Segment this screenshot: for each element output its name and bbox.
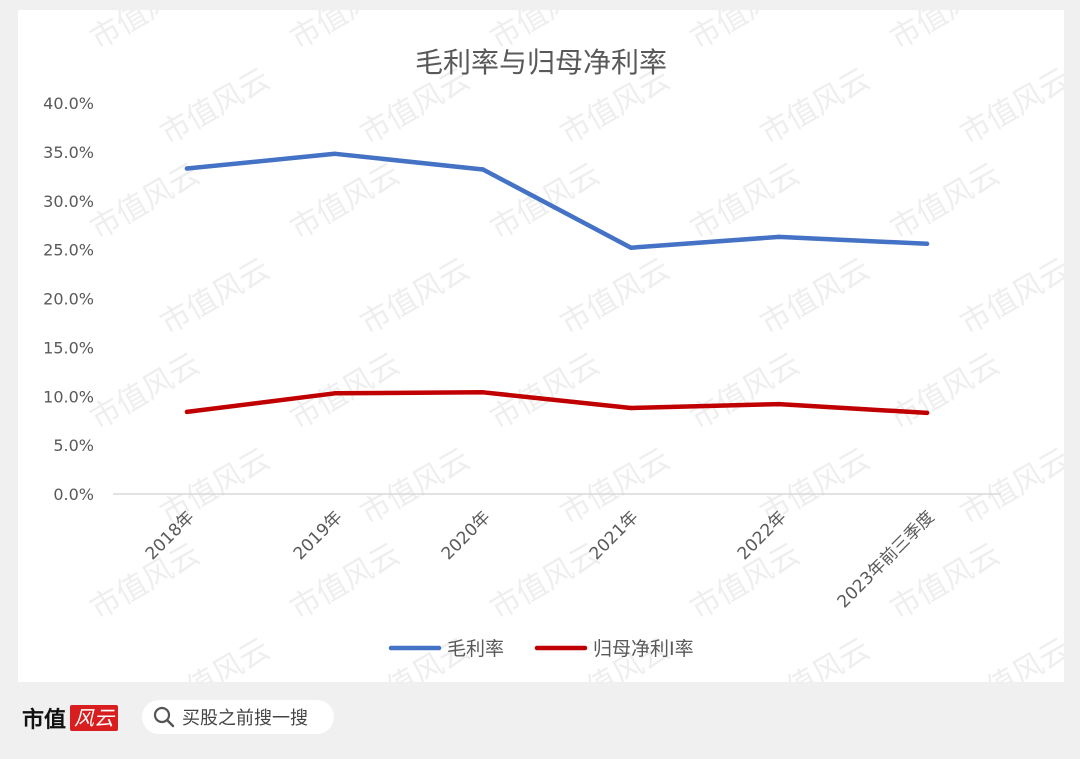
data-point bbox=[776, 401, 782, 407]
watermark-text: 市值风云 bbox=[155, 62, 276, 152]
watermark-text: 市值风云 bbox=[685, 157, 806, 247]
watermark-text: 市值风云 bbox=[285, 10, 406, 57]
watermark-text: 市值风云 bbox=[85, 347, 206, 437]
y-tick-label: 30.0% bbox=[43, 192, 94, 211]
y-tick-label: 5.0% bbox=[53, 436, 94, 455]
x-tick-label: 2020年 bbox=[438, 507, 495, 564]
data-point bbox=[776, 234, 782, 240]
data-point bbox=[332, 391, 338, 396]
data-point bbox=[480, 167, 486, 172]
data-point bbox=[924, 410, 930, 416]
watermark-text: 市值风云 bbox=[155, 252, 276, 342]
watermark-text: 市值风云 bbox=[685, 347, 806, 437]
watermark-text: 市值风云 bbox=[755, 252, 876, 342]
data-point bbox=[924, 241, 930, 246]
data-point bbox=[628, 405, 634, 411]
data-point bbox=[184, 166, 190, 171]
watermark-text: 市值风云 bbox=[885, 10, 1006, 57]
watermark-text: 市值风云 bbox=[685, 10, 806, 57]
y-tick-label: 15.0% bbox=[43, 338, 94, 357]
watermark-text: 市值风云 bbox=[85, 10, 206, 57]
data-point bbox=[332, 151, 338, 157]
data-point bbox=[480, 390, 486, 395]
data-point bbox=[184, 409, 190, 415]
chart-card: 市值风云 市值风云 市值风云 市值风云 市值风云 市值风云 市值风云 市值风云 市值风云 市值风云… bbox=[18, 10, 1064, 682]
watermark-text: 市值风云 bbox=[155, 632, 276, 682]
watermark-text: 市值风云 bbox=[955, 62, 1065, 152]
search-box[interactable]: 买股之前搜一搜 bbox=[142, 700, 334, 734]
watermark-text: 市值风云 bbox=[355, 442, 476, 532]
y-axis-ticks: 0.0% 5.0% 10.0% 15.0% 20.0% 25.0% 30.0% 35.0% 40… bbox=[43, 94, 94, 504]
brand-mark: 风云 bbox=[70, 705, 119, 731]
chart-title: 毛利率与归母净利率 bbox=[415, 46, 667, 79]
y-tick-label: 40.0% bbox=[43, 94, 94, 113]
watermark-text: 市值风云 bbox=[955, 442, 1065, 532]
series-line-0 bbox=[184, 151, 930, 250]
series-line-1 bbox=[184, 390, 930, 416]
series-lines bbox=[184, 151, 930, 416]
brand-name: 市值 bbox=[22, 708, 67, 733]
footer-bar: 市值 风云 买股之前搜一搜 bbox=[18, 688, 1064, 750]
search-placeholder: 买股之前搜一搜 bbox=[182, 708, 308, 729]
y-tick-label: 10.0% bbox=[43, 387, 94, 406]
data-point bbox=[628, 245, 634, 250]
legend: 毛利率 归母净利I率 bbox=[388, 638, 694, 660]
y-tick-label: 25.0% bbox=[43, 241, 94, 260]
watermark-text: 市值风云 bbox=[885, 347, 1006, 437]
brand-logo[interactable]: 市值 风云 bbox=[22, 702, 119, 734]
watermark-text: 市值风云 bbox=[285, 157, 406, 247]
watermark-text: 市值风云 bbox=[955, 632, 1065, 682]
watermark-text: 市值风云 bbox=[755, 62, 876, 152]
legend-label: 归母净利I率 bbox=[593, 638, 694, 660]
watermark-text: 市值风云 bbox=[885, 157, 1006, 247]
watermark-text: 市值风云 bbox=[555, 252, 676, 342]
y-tick-label: 0.0% bbox=[53, 485, 94, 504]
watermark-text: 市值风云 bbox=[355, 252, 476, 342]
watermark-text: 市值风云 bbox=[485, 347, 606, 437]
y-tick-label: 20.0% bbox=[43, 290, 94, 309]
search-icon bbox=[153, 706, 175, 728]
watermark-text: 市值风云 bbox=[755, 632, 876, 682]
watermark-text: 市值风云 bbox=[555, 442, 676, 532]
x-tick-label: 2019年 bbox=[290, 507, 347, 564]
watermark-text: 市值风云 bbox=[955, 252, 1065, 342]
y-tick-label: 35.0% bbox=[43, 143, 94, 162]
legend-label: 毛利率 bbox=[447, 638, 504, 660]
